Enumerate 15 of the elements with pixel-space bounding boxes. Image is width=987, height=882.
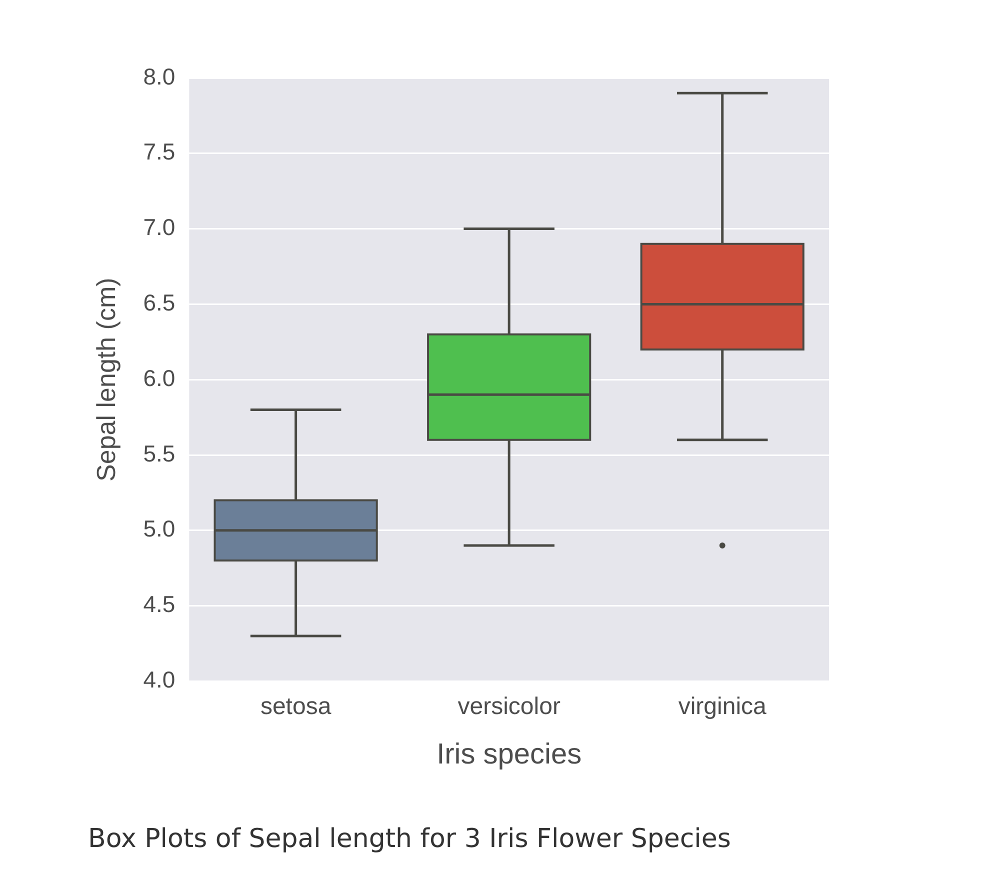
y-tick-label: 8.0: [143, 63, 176, 90]
y-tick-label: 5.5: [143, 440, 176, 466]
y-tick-label: 7.5: [143, 138, 176, 165]
y-tick-label: 4.0: [143, 666, 176, 693]
x-tick-label: setosa: [260, 693, 332, 720]
x-tick-label: versicolor: [458, 693, 560, 720]
y-axis-title: Sepal length (cm): [90, 278, 121, 482]
y-tick-label: 5.0: [143, 516, 176, 542]
y-tick-label: 4.5: [143, 591, 176, 618]
y-tick-label: 6.0: [143, 364, 176, 391]
x-axis-title: Iris species: [436, 738, 582, 770]
text: Box Plots of Sepal length for 3 Iris Flower Species: [88, 824, 731, 854]
y-tick-label: 7.0: [143, 214, 176, 240]
y-tick-label: 6.5: [143, 290, 176, 316]
x-tick-label: virginica: [678, 693, 768, 720]
